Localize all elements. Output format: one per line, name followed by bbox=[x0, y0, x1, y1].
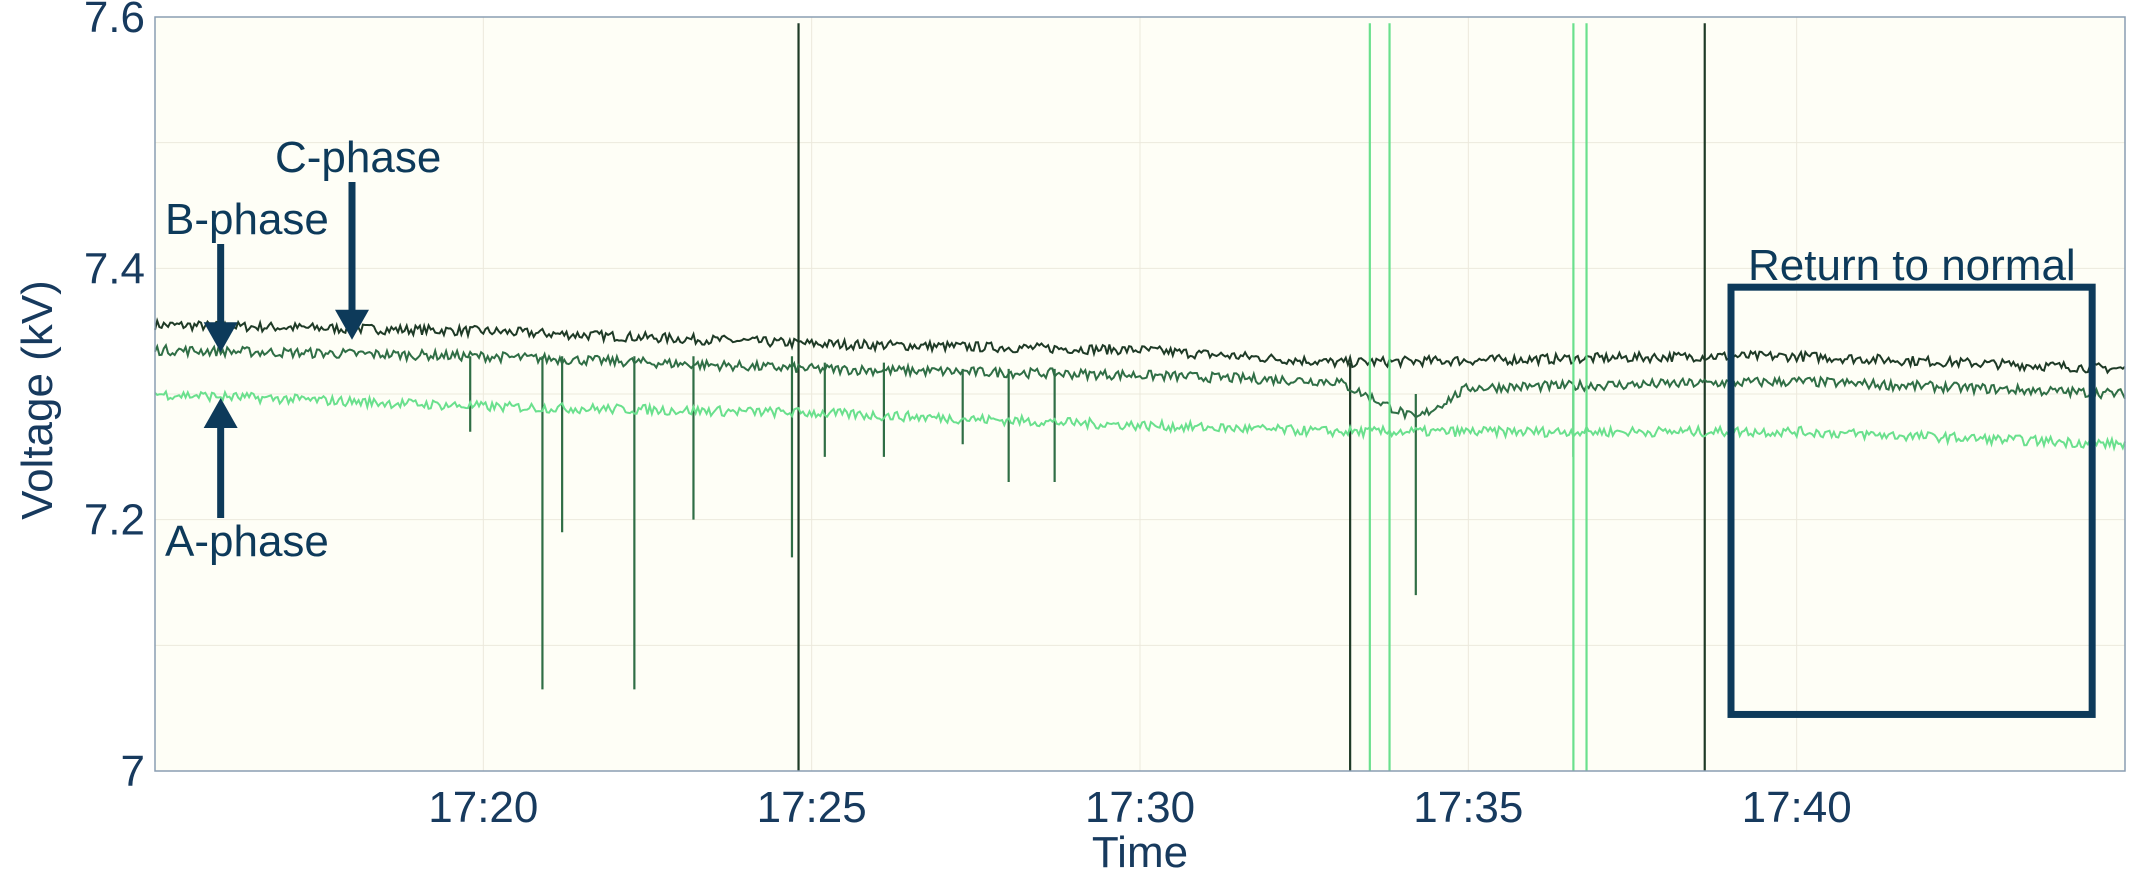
y-tick-label: 7 bbox=[121, 747, 145, 796]
x-tick-label: 17:30 bbox=[1085, 783, 1195, 832]
trace-a-phase bbox=[154, 23, 2126, 771]
x-axis-ticks: 17:20 17:25 17:30 17:35 17:40 bbox=[428, 783, 1851, 832]
annotation-arrow bbox=[335, 182, 369, 340]
line-b-phase bbox=[154, 343, 2126, 421]
annotation-label: C-phase bbox=[275, 133, 441, 182]
y-tick-label: 7.6 bbox=[84, 0, 145, 42]
annotation-label: B-phase bbox=[165, 195, 329, 244]
x-tick-label: 17:25 bbox=[757, 783, 867, 832]
return-to-normal-box bbox=[1727, 283, 2096, 718]
phase-traces bbox=[154, 23, 2126, 771]
y-axis-label: Voltage (kV) bbox=[13, 280, 62, 520]
y-tick-label: 7.2 bbox=[84, 496, 145, 545]
arrow-head bbox=[203, 322, 238, 353]
annotation-label: A-phase bbox=[165, 517, 329, 566]
line-a-phase bbox=[154, 389, 2126, 452]
y-tick-label: 7.4 bbox=[84, 244, 145, 293]
annotation-arrow bbox=[203, 244, 238, 353]
x-axis-label: Time bbox=[1092, 828, 1188, 876]
annotation-label: Return to normal bbox=[1748, 241, 2076, 290]
x-tick-label: 17:35 bbox=[1413, 783, 1523, 832]
annotations: C-phase B-phase A-phase Return to normal bbox=[165, 133, 2096, 718]
trace-c-phase bbox=[154, 23, 2126, 771]
arrow-head bbox=[335, 309, 369, 340]
grid-lines bbox=[155, 16, 2125, 772]
x-tick-label: 17:20 bbox=[428, 783, 538, 832]
annotation-arrow bbox=[203, 398, 238, 518]
y-axis-ticks: 7 7.2 7.4 7.6 bbox=[84, 0, 145, 796]
arrow-head bbox=[203, 398, 238, 428]
plot-frame bbox=[154, 16, 2126, 772]
line-c-phase bbox=[154, 317, 2126, 375]
x-tick-label: 17:40 bbox=[1742, 783, 1852, 832]
